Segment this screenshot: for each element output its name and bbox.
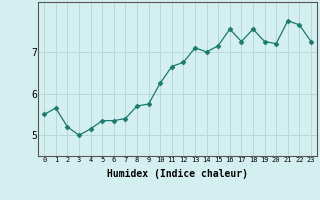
X-axis label: Humidex (Indice chaleur): Humidex (Indice chaleur) (107, 169, 248, 179)
